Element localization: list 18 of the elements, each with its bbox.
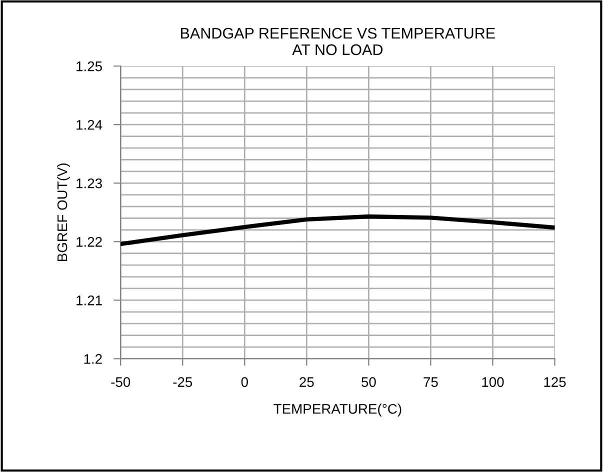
line-series (120, 214, 555, 246)
x-tick-label: -25 (173, 377, 192, 387)
y-tick-label: 1.25 (76, 61, 102, 72)
x-tick-label: 50 (362, 377, 376, 387)
y-tick-label: 1.2 (84, 354, 102, 364)
x-tick-label: 75 (424, 377, 438, 387)
y-tick-label: 1.23 (76, 178, 102, 188)
x-tick-label: 0 (241, 377, 248, 387)
y-tick-label: 1.22 (76, 237, 102, 247)
y-tick-label: 1.21 (76, 296, 102, 306)
x-tick-label: 125 (544, 377, 566, 387)
x-tick-label: 25 (300, 377, 314, 387)
chart-title: BANDGAP REFERENCE VS TEMPERATURE AT NO LOAD (181, 28, 495, 56)
y-axis-title: BGREF OUT(V) (57, 163, 70, 262)
y-tick-label: 1.24 (76, 120, 102, 130)
x-tick-label: 100 (482, 377, 504, 387)
x-tick-label: -50 (111, 377, 130, 387)
x-axis-title: TEMPERATURE(°C) (274, 404, 402, 417)
